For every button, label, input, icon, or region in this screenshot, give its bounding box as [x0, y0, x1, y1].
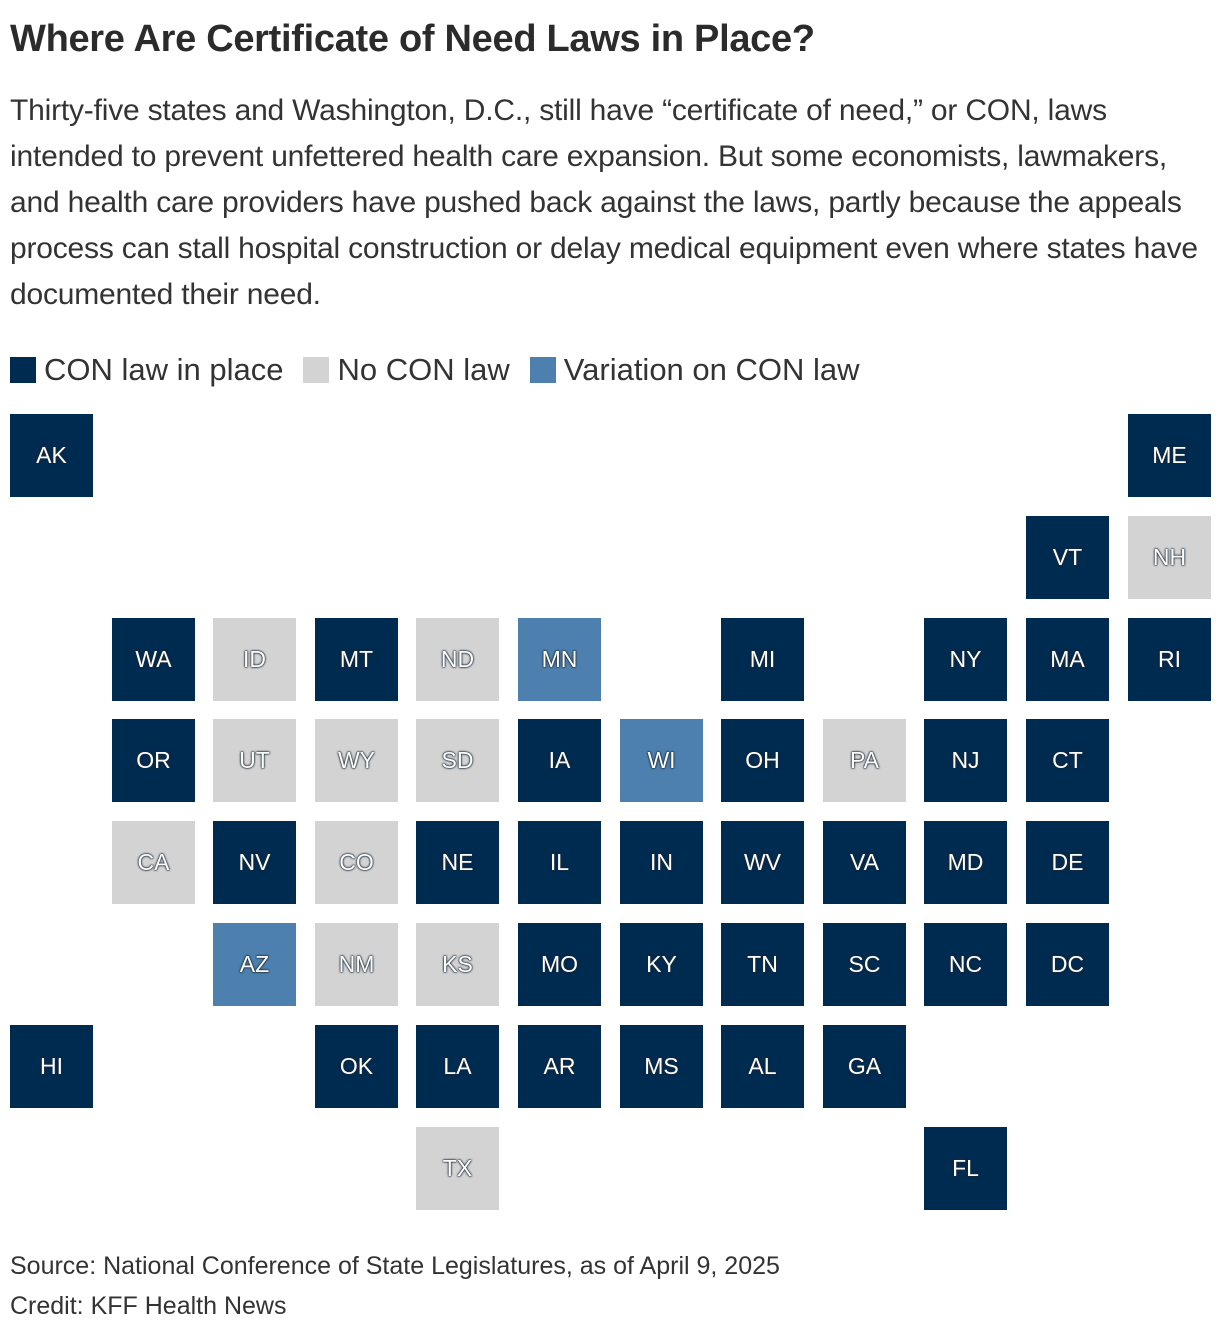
legend: CON law in place No CON law Variation on…: [10, 346, 880, 394]
state-tile-ma: MA: [1026, 618, 1109, 701]
state-tile-tx: TX: [416, 1127, 499, 1210]
state-tile-md: MD: [924, 821, 1007, 904]
state-tile-ga: GA: [823, 1025, 906, 1108]
legend-swatch-none: [303, 357, 330, 383]
state-tile-hi: HI: [10, 1025, 93, 1108]
state-tile-me: ME: [1128, 414, 1211, 497]
state-tile-wv: WV: [721, 821, 804, 904]
state-tile-ny: NY: [924, 618, 1007, 701]
state-tile-nv: NV: [213, 821, 296, 904]
legend-swatch-variation: [529, 357, 556, 383]
state-tile-va: VA: [823, 821, 906, 904]
state-tile-ky: KY: [620, 923, 703, 1006]
source-note: Source: National Conference of State Leg…: [10, 1252, 780, 1280]
state-tile-ct: CT: [1026, 719, 1109, 802]
state-tile-mi: MI: [721, 618, 804, 701]
state-tile-ar: AR: [518, 1025, 601, 1108]
state-tile-wa: WA: [112, 618, 195, 701]
state-tile-fl: FL: [924, 1127, 1007, 1210]
legend-item-con: CON law in place: [10, 352, 283, 388]
state-tile-ok: OK: [315, 1025, 398, 1108]
state-tile-nj: NJ: [924, 719, 1007, 802]
legend-item-none: No CON law: [303, 352, 510, 388]
state-tile-sc: SC: [823, 923, 906, 1006]
state-tile-mn: MN: [518, 618, 601, 701]
state-tile-ak: AK: [10, 414, 93, 497]
state-tile-nh: NH: [1128, 516, 1211, 599]
state-tile-pa: PA: [823, 719, 906, 802]
legend-item-variation: Variation on CON law: [529, 352, 860, 388]
state-tile-ms: MS: [620, 1025, 703, 1108]
state-tile-mt: MT: [315, 618, 398, 701]
state-tile-ca: CA: [112, 821, 195, 904]
legend-swatch-con: [10, 357, 36, 383]
state-tile-ne: NE: [416, 821, 499, 904]
legend-label-con: CON law in place: [44, 352, 284, 387]
state-tile-in: IN: [620, 821, 703, 904]
state-tile-id: ID: [213, 618, 296, 701]
state-tile-co: CO: [315, 821, 398, 904]
state-tile-nm: NM: [315, 923, 398, 1006]
state-tile-dc: DC: [1026, 923, 1109, 1006]
state-tile-az: AZ: [213, 923, 296, 1006]
state-tile-ks: KS: [416, 923, 499, 1006]
map-title: Where Are Certificate of Need Laws in Pl…: [10, 18, 815, 60]
map-subtitle: Thirty-five states and Washington, D.C.,…: [10, 94, 1198, 311]
legend-label-none: No CON law: [337, 352, 510, 387]
state-tile-wy: WY: [315, 719, 398, 802]
state-tile-ut: UT: [213, 719, 296, 802]
state-tile-vt: VT: [1026, 516, 1109, 599]
state-tile-la: LA: [416, 1025, 499, 1108]
state-tile-ri: RI: [1128, 618, 1211, 701]
state-tile-de: DE: [1026, 821, 1109, 904]
state-tile-oh: OH: [721, 719, 804, 802]
state-tile-sd: SD: [416, 719, 499, 802]
state-tile-or: OR: [112, 719, 195, 802]
state-tile-nd: ND: [416, 618, 499, 701]
state-tile-il: IL: [518, 821, 601, 904]
state-tile-wi: WI: [620, 719, 703, 802]
state-tile-tn: TN: [721, 923, 804, 1006]
state-tile-al: AL: [721, 1025, 804, 1108]
credit-note: Credit: KFF Health News: [10, 1292, 287, 1320]
legend-label-variation: Variation on CON law: [563, 352, 860, 387]
state-tile-mo: MO: [518, 923, 601, 1006]
state-tile-nc: NC: [924, 923, 1007, 1006]
state-tile-ia: IA: [518, 719, 601, 802]
